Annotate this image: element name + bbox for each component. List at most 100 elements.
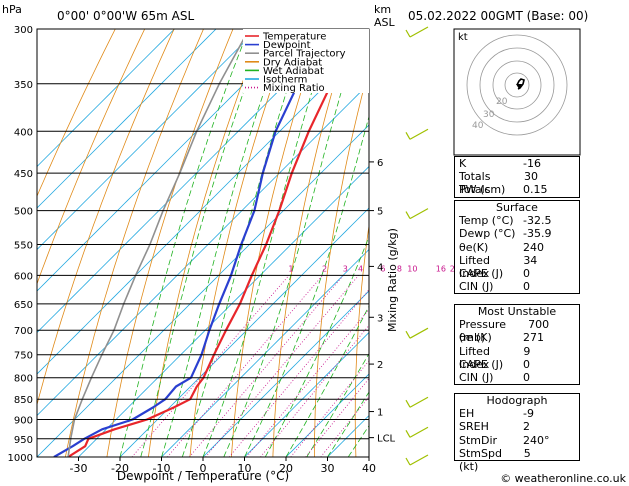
hodograph-row: EH -9 <box>455 407 579 420</box>
most-unstable-row: θe (K) 271 <box>455 331 579 344</box>
row-label: Temp (°C) <box>459 214 514 228</box>
x-tick-label: 30 <box>321 462 335 475</box>
dry-adiabat-line <box>395 29 439 457</box>
row-value: 240 <box>523 240 544 254</box>
row-value: 0.15 <box>523 183 548 197</box>
pressure-tick-label: 450 <box>14 169 33 180</box>
hodograph-row: StmSpd (kt) 5 <box>455 446 579 473</box>
pressure-tick-label: 500 <box>14 207 33 218</box>
wet-adiabat-line <box>202 29 333 457</box>
mixing-ratio-label: 2 <box>322 264 327 273</box>
dry-adiabat-line <box>37 29 116 198</box>
wet-adiabat-line <box>285 305 369 457</box>
row-label: EH <box>459 407 475 421</box>
wind-barb <box>405 396 429 408</box>
wind-barb <box>405 454 429 466</box>
legend-label: Dry Adiabat <box>263 57 322 68</box>
hodograph-ring-label: 40 <box>472 121 484 131</box>
mixing-ratio-line <box>167 275 323 457</box>
hodograph-ring-label: 30 <box>483 110 495 120</box>
pressure-tick-label: 550 <box>14 241 33 252</box>
x-tick-label: 40 <box>362 462 376 475</box>
hpa-label: hPa <box>2 3 22 16</box>
wind-barb <box>405 426 429 438</box>
pressure-tick-label: 800 <box>14 374 33 385</box>
surface-row: CIN (J) 0 <box>455 280 579 293</box>
legend-label: Wet Adiabat <box>263 66 324 77</box>
row-value: 5 <box>523 446 531 460</box>
mixing-ratio-label: 1 <box>288 264 293 273</box>
legend-label: Parcel Trajectory <box>263 49 346 60</box>
most-unstable-row: CAPE (J) 0 <box>455 358 579 371</box>
isotherm-line <box>37 124 369 457</box>
pressure-tick-label: 700 <box>14 326 33 337</box>
row-value: 9 <box>523 344 531 358</box>
row-value: 271 <box>523 331 544 345</box>
row-label: PW (cm) <box>459 183 506 197</box>
storm-motion-marker <box>516 84 522 89</box>
isotherm-line <box>37 29 300 292</box>
pressure-tick-label: 400 <box>14 127 33 138</box>
wet-adiabat-line <box>264 235 369 457</box>
legend-label: Mixing Ratio <box>263 83 325 94</box>
isotherm-line <box>37 29 258 251</box>
row-label: Pressure (mb) <box>459 318 506 345</box>
row-label: CIN (J) <box>459 280 494 294</box>
credit-text: © weatheronline.co.uk <box>500 472 626 485</box>
row-label: CAPE (J) <box>459 357 504 371</box>
pressure-tick-label: 350 <box>14 80 33 91</box>
row-label: StmDir <box>459 433 498 447</box>
most-unstable-row: CIN (J) 0 <box>455 371 579 384</box>
km-tick-label: 4 <box>377 262 383 273</box>
row-value: 0 <box>523 266 530 280</box>
legend-label: Isotherm <box>263 75 307 86</box>
hodograph-row: StmDir 240° <box>455 434 579 447</box>
row-label: θe(K) <box>459 240 489 254</box>
mixing-ratio-line <box>246 308 369 457</box>
pressure-tick-label: 650 <box>14 300 33 311</box>
km-tick-label: 2 <box>377 360 383 371</box>
surface-row: Temp (°C) -32.5 <box>455 214 579 227</box>
x-tick-label: -30 <box>70 462 88 475</box>
km-tick-label: LCL <box>377 434 396 445</box>
x-tick-label: 20 <box>279 462 293 475</box>
row-value: -16 <box>523 157 541 170</box>
km-tick-label: 3 <box>377 313 383 324</box>
indices-table: K -16 Totals Totals 30 PW (cm) 0.15 <box>454 156 580 198</box>
km-tick-label: 6 <box>377 158 383 169</box>
dry-adiabat-line <box>37 29 146 285</box>
row-label: θe (K) <box>459 331 492 345</box>
row-label: Lifted Index <box>459 344 490 371</box>
row-label: K <box>459 157 467 170</box>
x-tick-label: 10 <box>238 462 252 475</box>
km-label: km <box>374 3 391 16</box>
wind-barb <box>405 26 429 38</box>
hodograph-table-title: Hodograph <box>486 394 548 407</box>
mixing-ratio-label: 16 <box>436 264 446 273</box>
row-value: 0 <box>523 357 530 371</box>
surface-row: Lifted Index 34 <box>455 254 579 280</box>
x-tick-label: 0 <box>200 462 207 475</box>
row-label: CAPE (J) <box>459 266 504 280</box>
legend-label: Temperature <box>262 32 326 43</box>
mixing-ratio-label: 8 <box>397 264 402 273</box>
isotherm-line <box>37 41 369 375</box>
surface-title: Surface <box>496 201 538 214</box>
row-value: -32.5 <box>523 214 552 228</box>
wind-barb <box>405 208 429 220</box>
wet-adiabat-line <box>140 29 268 457</box>
index-row-k: K -16 <box>455 157 579 170</box>
pressure-tick-label: 900 <box>14 416 33 427</box>
row-label: StmSpd (kt) <box>459 446 502 473</box>
pressure-tick-label: 850 <box>14 395 33 406</box>
most-unstable-title: Most Unstable <box>477 305 557 318</box>
surface-row: Dewp (°C) -35.9 <box>455 227 579 240</box>
pressure-tick-label: 600 <box>14 271 33 282</box>
wet-adiabat-line <box>181 29 308 457</box>
legend-box <box>243 29 369 93</box>
hodograph-ring-label: 20 <box>496 97 508 107</box>
x-tick-label: -20 <box>111 462 129 475</box>
most-unstable-table: Most Unstable Pressure (mb) 700 θe (K) 271… <box>454 304 580 386</box>
